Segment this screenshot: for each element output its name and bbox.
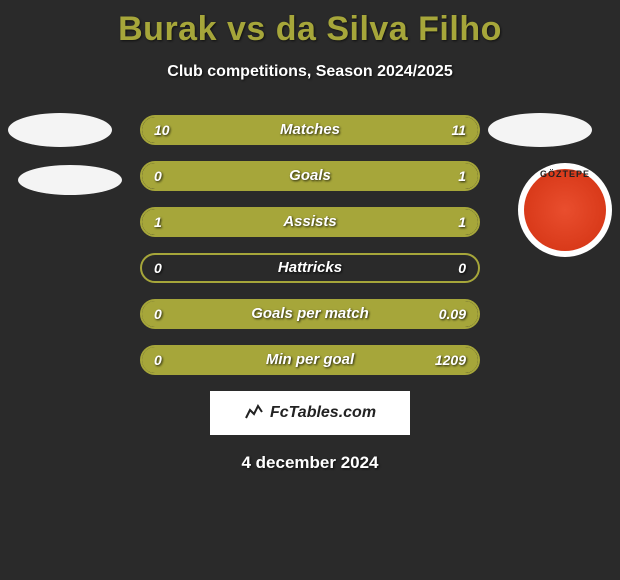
stat-label: Matches: [142, 117, 478, 143]
stat-label: Hattricks: [142, 255, 478, 281]
subtitle: Club competitions, Season 2024/2025: [0, 63, 620, 81]
stat-row: 1Assists1: [140, 207, 480, 237]
stat-label: Goals: [142, 163, 478, 189]
watermark-icon: [244, 402, 264, 425]
stat-row: 0Hattricks0: [140, 253, 480, 283]
watermark: FcTables.com: [210, 391, 410, 435]
stat-label: Min per goal: [142, 347, 478, 373]
player2-badge-placeholder: [488, 113, 592, 147]
stat-value-right: 1: [458, 163, 466, 189]
stat-row: 0Min per goal1209: [140, 345, 480, 375]
stat-row: 10Matches11: [140, 115, 480, 145]
date-text: 4 december 2024: [0, 453, 620, 473]
stat-row: 0Goals per match0.09: [140, 299, 480, 329]
page-title: Burak vs da Silva Filho: [0, 0, 620, 49]
player2-club-logo: GÖZTEPE: [518, 163, 612, 257]
player1-club-placeholder: [18, 165, 122, 195]
stat-value-right: 1209: [435, 347, 466, 373]
stat-label: Assists: [142, 209, 478, 235]
stat-label: Goals per match: [142, 301, 478, 327]
stat-value-right: 0: [458, 255, 466, 281]
stats-area: GÖZTEPE 10Matches110Goals11Assists10Hatt…: [0, 115, 620, 375]
club-logo-shield: [524, 169, 606, 251]
stat-value-right: 0.09: [439, 301, 466, 327]
watermark-text: FcTables.com: [270, 404, 376, 422]
player1-badge-placeholder: [8, 113, 112, 147]
stat-value-right: 11: [451, 117, 466, 143]
stat-row: 0Goals1: [140, 161, 480, 191]
stat-value-right: 1: [458, 209, 466, 235]
club-logo-text: GÖZTEPE: [518, 169, 612, 179]
stat-bars-container: 10Matches110Goals11Assists10Hattricks00G…: [140, 115, 480, 375]
